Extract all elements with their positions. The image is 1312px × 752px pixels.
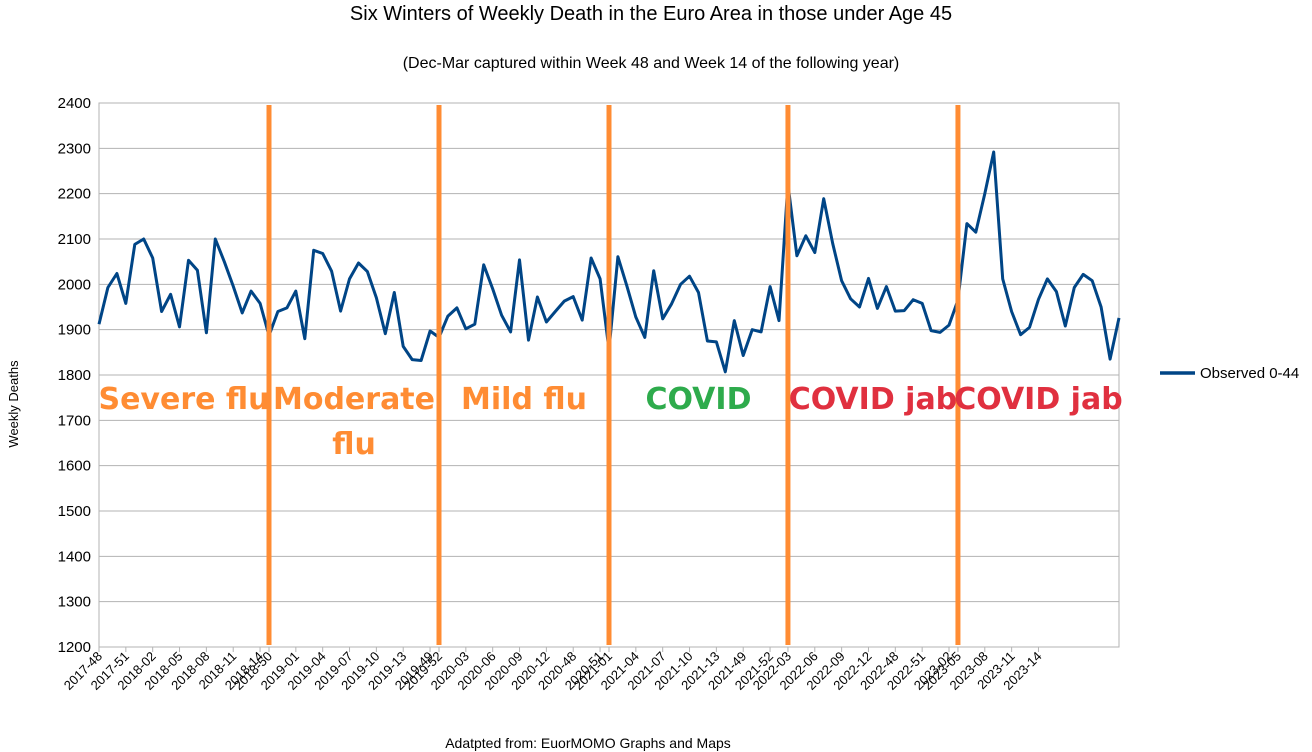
x-axis-ticks: 2017-482017-512018-022018-052018-082018-… — [61, 647, 1045, 693]
y-tick-label: 2200 — [58, 186, 91, 203]
y-tick-label: 1500 — [58, 503, 91, 520]
winter-dividers — [266, 105, 961, 645]
y-tick-label: 1900 — [58, 322, 91, 339]
winter-annotation: Mild flu — [461, 382, 587, 417]
y-tick-label: 1800 — [58, 367, 91, 384]
winter-annotation: Moderate — [273, 382, 435, 417]
y-tick-label: 1400 — [58, 548, 91, 565]
y-tick-label: 2000 — [58, 276, 91, 293]
winter-annotations: Severe flu Moderate flu Mild flu COVID COVID … — [98, 382, 1122, 462]
chart-title: Six Winters of Weekly Death in the Euro … — [350, 3, 952, 25]
winter-annotation: COVID jab — [954, 382, 1122, 417]
source-credit: Adatpted from: EuorMOMO Graphs and Maps — [445, 735, 731, 751]
winter-annotation: flu — [332, 427, 376, 462]
y-tick-label: 1700 — [58, 412, 91, 429]
winter-annotation: COVID — [645, 382, 751, 417]
legend-label: Observed 0-44 — [1200, 365, 1299, 382]
legend: Observed 0-44 — [1160, 365, 1299, 382]
y-tick-label: 2100 — [58, 231, 91, 248]
y-tick-label: 2300 — [58, 140, 91, 157]
y-tick-label: 2400 — [58, 95, 91, 112]
y-tick-label: 1200 — [58, 639, 91, 656]
winter-annotation: Severe flu — [98, 382, 269, 417]
y-axis-label: Weekly Deaths — [6, 360, 21, 448]
y-axis-ticks: 1200 1300 1400 1500 1600 1700 1800 1900 2000 2100… — [58, 95, 91, 656]
y-tick-label: 1300 — [58, 594, 91, 611]
chart-subtitle: (Dec-Mar captured within Week 48 and Wee… — [403, 55, 900, 72]
y-tick-label: 1600 — [58, 458, 91, 475]
winter-annotation: COVID jab — [789, 382, 957, 417]
